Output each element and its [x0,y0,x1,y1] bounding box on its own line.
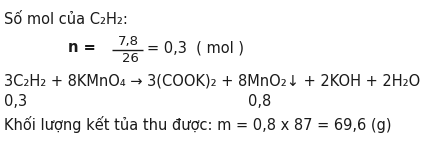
Text: 0,3: 0,3 [4,94,27,109]
Text: 7,8: 7,8 [118,35,139,48]
Text: 0,8: 0,8 [248,94,271,109]
Text: 26: 26 [122,52,139,65]
Text: Số mol của C₂H₂:: Số mol của C₂H₂: [4,12,128,27]
Text: = 0,3  ( mol ): = 0,3 ( mol ) [147,40,244,56]
Text: Khối lượng kết tủa thu được: m = 0,8 x 87 = 69,6 (g): Khối lượng kết tủa thu được: m = 0,8 x 8… [4,116,392,133]
Text: n =: n = [68,40,101,56]
Text: 3C₂H₂ + 8KMnO₄ → 3(COOK)₂ + 8MnO₂↓ + 2KOH + 2H₂O: 3C₂H₂ + 8KMnO₄ → 3(COOK)₂ + 8MnO₂↓ + 2KO… [4,74,420,89]
